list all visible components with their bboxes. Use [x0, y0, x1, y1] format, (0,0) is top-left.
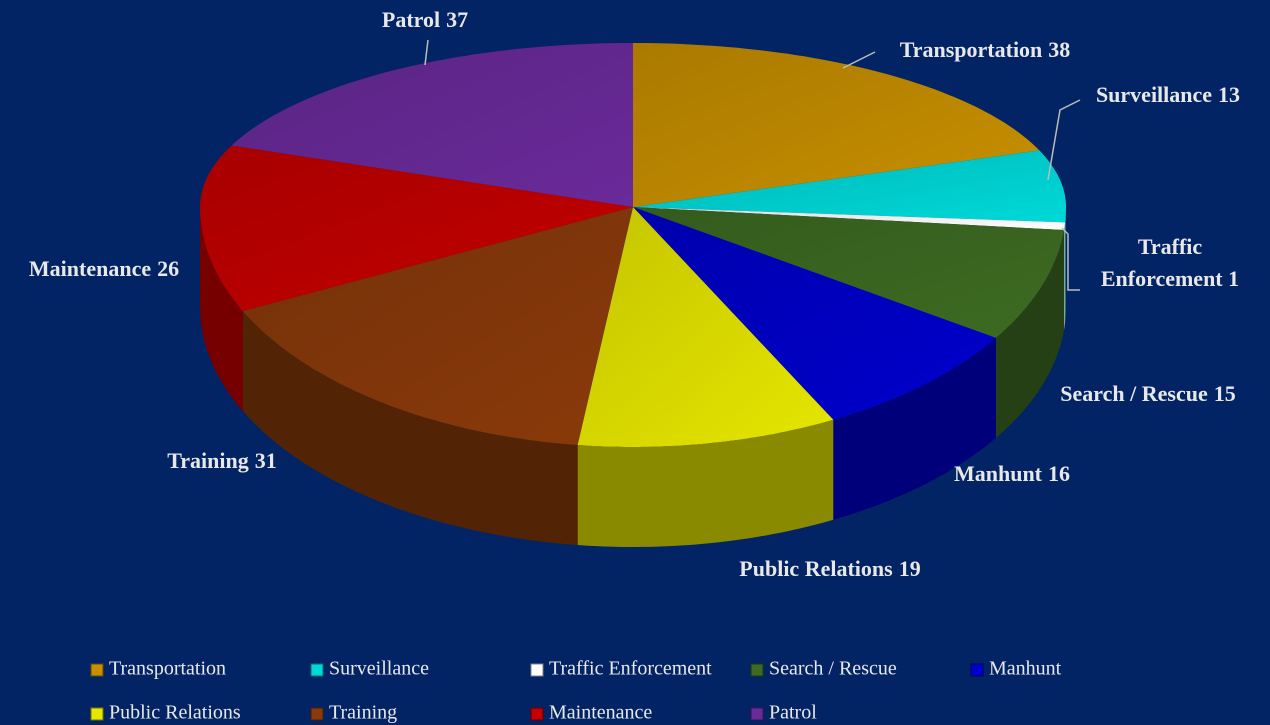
slice [200, 145, 633, 312]
legend-swatch [530, 663, 544, 677]
data-label-value: 31 [255, 448, 277, 473]
legend-swatch [310, 707, 324, 721]
data-label-category: Training [167, 448, 249, 473]
legend-label: Search / Rescue [769, 658, 897, 680]
slice [577, 207, 834, 447]
data-label-category: Traffic [1138, 234, 1203, 259]
data-label: Public Relations 19 [739, 556, 920, 581]
slice-side [1065, 207, 1066, 323]
legend-swatch [750, 663, 764, 677]
data-label-category: Transportation [900, 37, 1043, 62]
data-label: Manhunt 16 [954, 461, 1070, 486]
legend-label: Public Relations [109, 702, 241, 724]
slice [633, 43, 1040, 207]
slice-side [995, 230, 1064, 438]
legend-label: Manhunt [989, 658, 1062, 680]
legend-swatch [750, 707, 764, 721]
data-label-category: Patrol [382, 7, 440, 32]
data-label: Traffic Enforcement 1 [1101, 234, 1239, 291]
legend-label: Patrol [769, 702, 817, 724]
leader-line [424, 39, 429, 66]
legend-swatch [530, 707, 544, 721]
leader-line [1047, 99, 1081, 181]
slice [231, 43, 633, 207]
slice-side [200, 207, 243, 412]
data-label: Transportation 38 [900, 37, 1071, 62]
data-label-category: Surveillance [1096, 82, 1212, 107]
data-label: Patrol 37 [382, 7, 468, 32]
legend-label: Traffic Enforcement [549, 658, 712, 680]
slice [633, 207, 1066, 230]
data-label: Search / Rescue 15 [1060, 381, 1235, 406]
data-label-value: 37 [446, 7, 468, 32]
slice-side [242, 311, 578, 546]
tops [200, 43, 1066, 447]
slice [633, 150, 1066, 223]
legend-swatch [970, 663, 984, 677]
data-label-category: Enforcement [1101, 266, 1228, 291]
legend-label: Training [329, 702, 397, 724]
data-label: Maintenance 26 [29, 256, 179, 281]
slice-side [833, 337, 996, 520]
leader-line [1061, 227, 1080, 291]
legend-swatch [90, 663, 104, 677]
legend-swatch [310, 663, 324, 677]
data-label: Surveillance 13 [1096, 82, 1240, 107]
data-label-value: 38 [1048, 37, 1070, 62]
data-label-category: Search / Rescue [1060, 381, 1208, 406]
data-label-value: 16 [1048, 461, 1070, 486]
slice [633, 207, 996, 420]
data-label: Training 31 [167, 448, 277, 473]
data-label-category: Public Relations [739, 556, 893, 581]
data-label-category: Maintenance [29, 256, 151, 281]
data-label-value: 15 [1214, 381, 1236, 406]
slice-side [577, 419, 834, 547]
legend-label: Surveillance [329, 658, 429, 680]
data-label-value: 1 [1228, 266, 1239, 291]
leader-line [842, 51, 876, 69]
slice-side [1063, 222, 1066, 331]
data-label-category: Manhunt [954, 461, 1043, 486]
data-label-value: 13 [1218, 82, 1240, 107]
data-label-value: 26 [157, 256, 179, 281]
legend-label: Maintenance [549, 702, 652, 724]
sides [200, 207, 1066, 547]
legend-label: Transportation [109, 658, 226, 680]
data-label-value: 19 [899, 556, 921, 581]
slice [633, 207, 1064, 338]
legend-swatch [90, 707, 104, 721]
slice [242, 207, 633, 445]
